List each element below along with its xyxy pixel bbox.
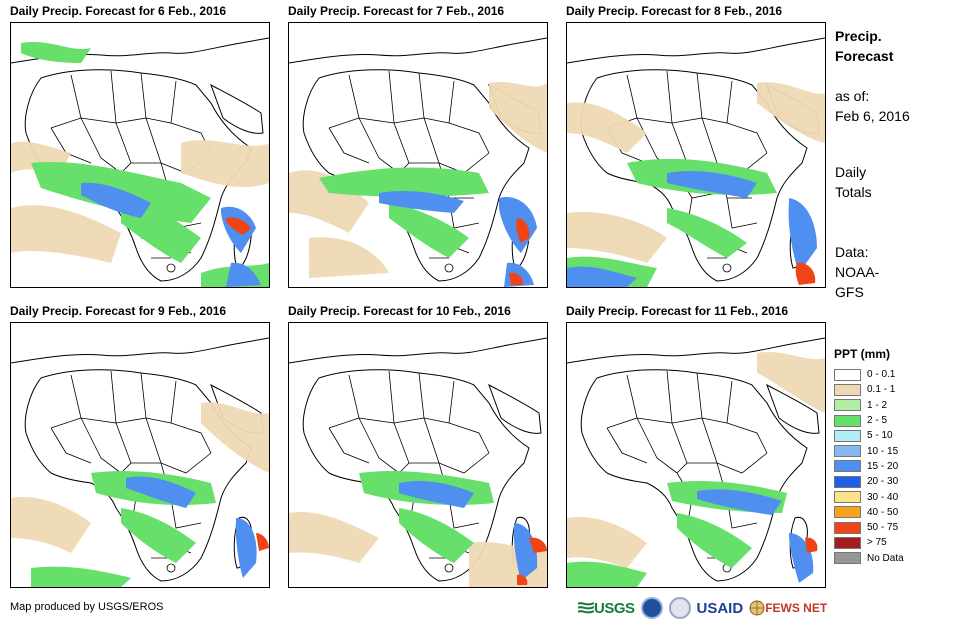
legend-label: 20 - 30 <box>867 476 899 488</box>
usgs-logo: USGS <box>578 600 635 617</box>
usgs-logo-text: USGS <box>594 599 635 617</box>
forecast-map <box>288 322 548 588</box>
legend-label: 0.1 - 1 <box>867 384 896 396</box>
legend-item: 0.1 - 1 <box>834 382 904 397</box>
logo-strip: USGS USAID FEWS NET <box>578 595 827 621</box>
panel-title: Daily Precip. Forecast for 6 Feb., 2016 <box>10 4 227 18</box>
panel-title: Daily Precip. Forecast for 11 Feb., 2016 <box>566 304 789 318</box>
totals-line-1: Daily <box>835 164 867 180</box>
panel-title: Daily Precip. Forecast for 10 Feb., 2016 <box>288 304 511 318</box>
legend-item: 15 - 20 <box>834 459 904 474</box>
legend-swatch <box>834 429 861 442</box>
fews-net-logo: FEWS NET <box>749 600 827 616</box>
legend-item: 40 - 50 <box>834 505 904 520</box>
forecast-map <box>566 22 826 288</box>
heading-line-2: Forecast <box>835 48 894 64</box>
legend-item: 1 - 2 <box>834 398 904 413</box>
legend-swatch <box>834 445 861 458</box>
legend-swatch <box>834 521 861 534</box>
legend-item: No Data <box>834 551 904 566</box>
legend-label: 1 - 2 <box>867 399 888 411</box>
legend-swatch <box>834 491 861 504</box>
legend-label: 2 - 5 <box>867 415 888 427</box>
legend-item: 20 - 30 <box>834 474 904 489</box>
precip-legend: PPT (mm) 0 - 0.1 0.1 - 1 1 - 2 2 - 5 5 - 10 1… <box>834 347 904 566</box>
legend-item: 2 - 5 <box>834 413 904 428</box>
heading-line-1: Precip. <box>835 28 882 44</box>
legend-label: 0 - 0.1 <box>867 369 896 381</box>
totals-line-2: Totals <box>835 184 872 200</box>
totals-label: Daily Totals <box>835 162 872 202</box>
legend-item: 0 - 0.1 <box>834 367 904 382</box>
legend-swatch <box>834 368 861 381</box>
legend-swatch <box>834 414 861 427</box>
asof-date: Feb 6, 2016 <box>835 108 910 124</box>
legend-label: > 75 <box>867 537 887 549</box>
legend-item: 50 - 75 <box>834 520 904 535</box>
panel-title: Daily Precip. Forecast for 8 Feb., 2016 <box>566 4 783 18</box>
data-line-3: GFS <box>835 284 864 300</box>
fews-net-text: FEWS NET <box>765 601 828 615</box>
legend-label: 15 - 20 <box>867 460 899 472</box>
legend-item: 30 - 40 <box>834 489 904 504</box>
legend-swatch <box>834 536 861 549</box>
panel-title: Daily Precip. Forecast for 7 Feb., 2016 <box>288 4 505 18</box>
map-credit: Map produced by USGS/EROS <box>10 601 164 613</box>
legend-label: 30 - 40 <box>867 491 899 503</box>
forecast-map <box>10 22 270 288</box>
legend-swatch <box>834 383 861 396</box>
forecast-map <box>566 322 826 588</box>
usaid-logo: USAID <box>696 599 744 617</box>
legend-swatch <box>834 460 861 473</box>
legend-rows: 0 - 0.1 0.1 - 1 1 - 2 2 - 5 5 - 10 10 - 15 15 … <box>834 367 904 566</box>
legend-label: 50 - 75 <box>867 522 899 534</box>
legend-swatch <box>834 552 861 565</box>
forecast-heading: Precip. Forecast <box>835 26 893 66</box>
usgs-wave-icon <box>578 602 594 614</box>
legend-label: 40 - 50 <box>867 506 899 518</box>
legend-item: 5 - 10 <box>834 428 904 443</box>
legend-swatch <box>834 506 861 519</box>
legend-label: 5 - 10 <box>867 430 893 442</box>
usaid-seal-icon <box>668 597 691 619</box>
legend-item: 10 - 15 <box>834 443 904 458</box>
legend-item: > 75 <box>834 535 904 550</box>
as-of-date: as of: Feb 6, 2016 <box>835 86 910 126</box>
data-source: Data: NOAA- GFS <box>835 242 879 302</box>
legend-swatch <box>834 399 861 412</box>
globe-icon <box>749 600 765 616</box>
legend-swatch <box>834 475 861 488</box>
panel-title: Daily Precip. Forecast for 9 Feb., 2016 <box>10 304 227 318</box>
legend-label: No Data <box>867 552 904 564</box>
data-line-1: Data: <box>835 244 869 260</box>
noaa-logo-icon <box>640 597 663 619</box>
data-line-2: NOAA- <box>835 264 880 280</box>
legend-title: PPT (mm) <box>834 347 891 361</box>
forecast-map <box>10 322 270 588</box>
forecast-map <box>288 22 548 288</box>
asof-label: as of: <box>835 88 870 104</box>
legend-label: 10 - 15 <box>867 445 899 457</box>
